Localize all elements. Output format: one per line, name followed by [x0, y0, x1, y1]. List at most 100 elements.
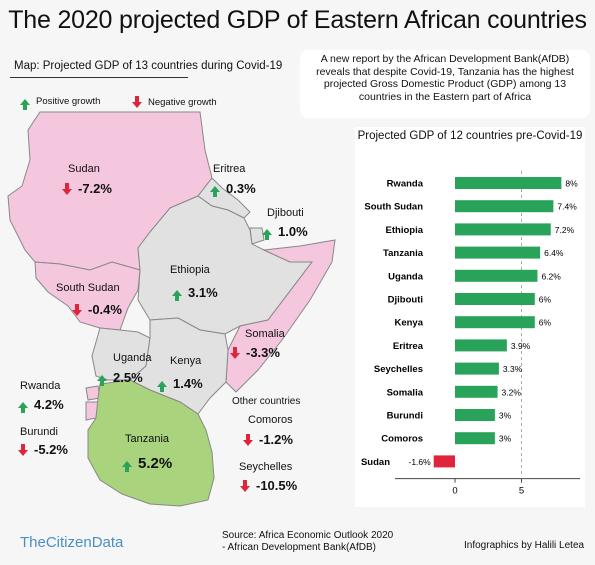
- value-label: 3%: [499, 411, 512, 421]
- bar: [455, 362, 499, 375]
- burundi-value: -5.2%: [18, 442, 68, 457]
- somalia-value: -3.3%: [230, 345, 280, 360]
- bar-chart: Rwanda 8% South Sudan 7.4% Ethiopia 7.2% Tanza…: [361, 171, 580, 497]
- up-arrow-icon: [172, 289, 182, 301]
- kenya-label: Kenya: [170, 355, 202, 367]
- category-label: Ethiopia: [386, 225, 424, 236]
- uganda-value: 2.5%: [97, 370, 143, 386]
- comoros-label: Comoros: [248, 414, 293, 426]
- rwanda-label: Rwanda: [20, 380, 61, 392]
- down-arrow-icon: [72, 303, 82, 316]
- report-note: A new report by the African Development …: [300, 50, 590, 118]
- value-label: 3%: [499, 434, 512, 444]
- down-arrow-icon: [230, 346, 240, 359]
- category-label: Seychelles: [374, 364, 423, 375]
- sudan-label: Sudan: [68, 163, 100, 175]
- brand-logo: TheCitizenData: [20, 534, 124, 551]
- category-label: Rwanda: [387, 179, 424, 190]
- other-countries-label: Other countries: [232, 396, 301, 407]
- uganda-label: Uganda: [113, 352, 152, 364]
- value-label: 6%: [539, 295, 552, 305]
- bar: [455, 409, 495, 421]
- value-label: 6%: [539, 318, 552, 328]
- chart-title: Projected GDP of 12 countries pre-Covid-…: [357, 130, 583, 142]
- credit-note: Infographics by Halili Letea: [464, 540, 585, 551]
- south-sudan-value: -0.4%: [72, 302, 122, 317]
- category-label: Burundi: [387, 411, 423, 422]
- tanzania-region: [87, 379, 215, 507]
- eritrea-label: Eritrea: [213, 163, 246, 175]
- djibouti-value: 1.0%: [262, 224, 308, 240]
- map-subtitle: Map: Projected GDP of 13 countries durin…: [14, 60, 283, 72]
- seychelles-value: -10.5%: [240, 478, 297, 493]
- bar: [455, 316, 535, 329]
- ethiopia-value: 3.1%: [172, 285, 218, 301]
- legend-negative-label: Negative growth: [148, 96, 217, 108]
- down-arrow-icon: [240, 479, 250, 492]
- burundi-label: Burundi: [20, 426, 58, 438]
- djibouti-label: Djibouti: [267, 207, 304, 219]
- value-label: -1.6%: [409, 457, 432, 467]
- value-label: 7.4%: [557, 202, 577, 212]
- comoros-value: -1.2%: [243, 432, 293, 447]
- x-tick-label: 5: [519, 486, 524, 497]
- up-arrow-icon: [97, 374, 107, 386]
- seychelles-label: Seychelles: [239, 461, 293, 473]
- bar: [455, 269, 538, 282]
- down-arrow-icon: [18, 443, 28, 456]
- value-label: 3.9%: [511, 341, 531, 351]
- value-label: 6.4%: [544, 248, 564, 258]
- bar: [455, 432, 495, 445]
- eritrea-value: 0.3%: [210, 181, 256, 197]
- bar: [455, 223, 551, 236]
- ethiopia-label: Ethiopia: [170, 264, 210, 276]
- up-arrow-icon: [157, 380, 167, 392]
- legend-positive-label: Positive growth: [36, 96, 101, 107]
- south-sudan-label: South Sudan: [56, 282, 120, 294]
- kenya-region: [129, 317, 229, 415]
- up-arrow-icon: [122, 460, 132, 472]
- category-label: Eritrea: [393, 341, 424, 352]
- pre-covid-chart-panel: Projected GDP of 12 countries pre-Covid-…: [355, 127, 585, 507]
- down-arrow-icon: [62, 182, 72, 195]
- value-label: 3.3%: [503, 364, 523, 374]
- source-line-1: Source: Africa Economic Outlook 2020: [222, 530, 394, 541]
- kenya-value: 1.4%: [157, 376, 203, 392]
- value-label: 8%: [565, 179, 578, 189]
- rwanda-value: 4.2%: [18, 397, 64, 413]
- tanzania-value: 5.2%: [122, 455, 172, 472]
- map-subtitle-underline: [10, 77, 188, 78]
- value-label: 7.2%: [555, 225, 575, 235]
- bar: [455, 385, 498, 398]
- sudan-value: -7.2%: [62, 181, 112, 196]
- bar: [455, 293, 535, 305]
- x-tick-label: 0: [452, 486, 457, 497]
- down-arrow-icon: [132, 96, 142, 108]
- up-arrow-icon: [210, 185, 220, 197]
- up-arrow-icon: [262, 228, 272, 240]
- up-arrow-icon: [20, 98, 30, 110]
- bar: [455, 177, 562, 189]
- category-label: Somalia: [387, 387, 424, 398]
- category-label: Sudan: [361, 457, 390, 468]
- category-label: South Sudan: [364, 202, 423, 213]
- page-title: The 2020 projected GDP of Eastern Africa…: [8, 6, 587, 34]
- legend-positive: Positive growth: [20, 96, 101, 110]
- category-label: Tanzania: [383, 248, 424, 259]
- south-sudan-region: [34, 261, 141, 331]
- category-label: Uganda: [388, 271, 424, 282]
- category-label: Comoros: [381, 434, 423, 445]
- source-note: Source: Africa Economic Outlook 2020 - A…: [222, 530, 393, 554]
- down-arrow-icon: [243, 433, 253, 446]
- somalia-region: [225, 239, 336, 393]
- bar: [433, 455, 455, 468]
- bar: [455, 246, 541, 259]
- bar: [455, 200, 554, 213]
- legend-negative: Negative growth: [132, 96, 217, 108]
- category-label: Djibouti: [388, 295, 423, 306]
- bar: [455, 339, 507, 352]
- category-label: Kenya: [394, 318, 423, 329]
- source-line-2: - African Development Bank(AfDB): [222, 542, 376, 553]
- east-africa-map: [7, 111, 336, 507]
